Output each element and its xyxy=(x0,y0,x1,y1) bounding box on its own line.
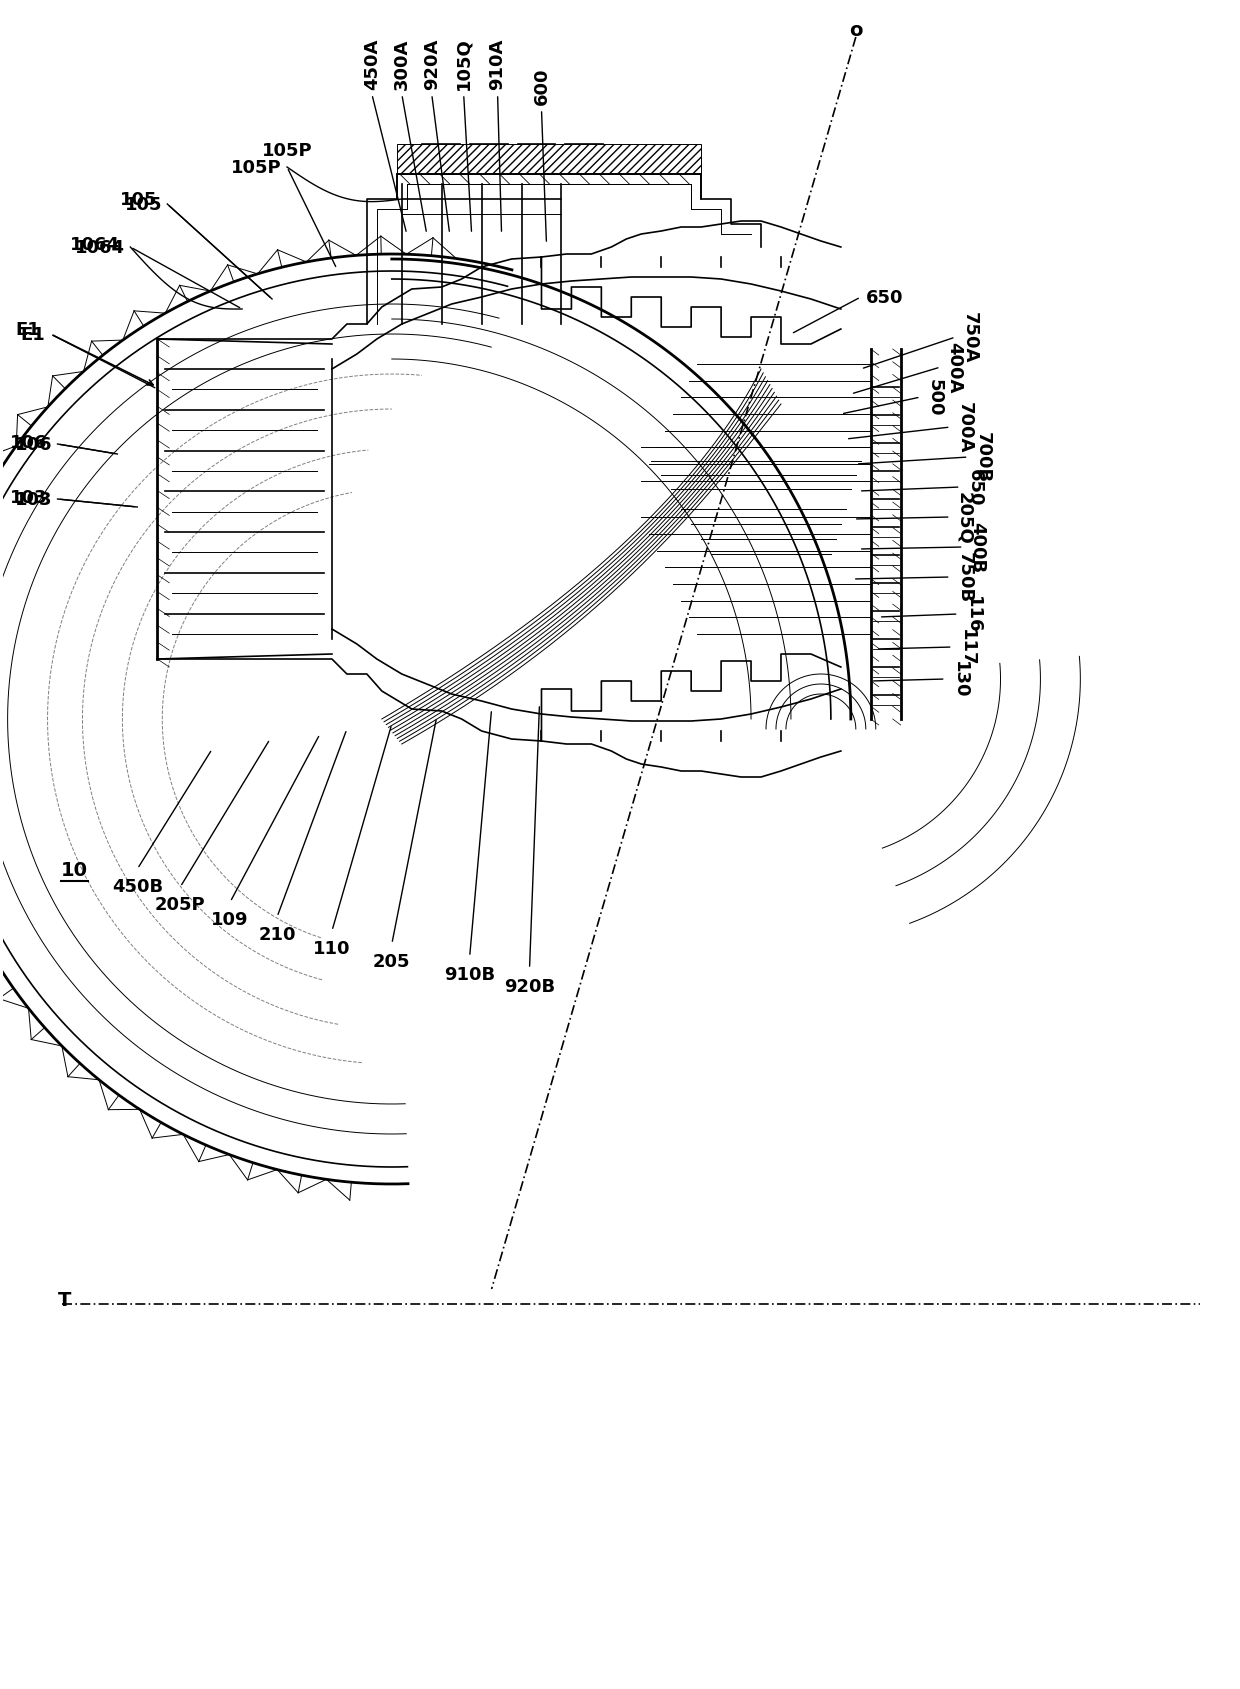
Text: 700A: 700A xyxy=(956,402,973,453)
Text: E1: E1 xyxy=(21,326,46,345)
Text: 105: 105 xyxy=(120,191,157,209)
Text: 600: 600 xyxy=(532,68,551,105)
Text: 105P: 105P xyxy=(262,142,312,160)
Bar xyxy=(565,145,604,176)
Text: 205P: 205P xyxy=(155,895,206,914)
Text: 910A: 910A xyxy=(489,39,507,90)
Text: 130: 130 xyxy=(951,660,968,698)
Text: 450B: 450B xyxy=(112,878,162,895)
Text: 105: 105 xyxy=(125,196,162,215)
Text: 400B: 400B xyxy=(968,522,987,573)
Text: 10: 10 xyxy=(61,860,88,878)
Text: 210: 210 xyxy=(258,926,296,944)
Text: 700B: 700B xyxy=(973,432,992,483)
Text: 106: 106 xyxy=(15,436,52,454)
Polygon shape xyxy=(397,145,701,176)
Text: o: o xyxy=(849,20,863,39)
Text: 109: 109 xyxy=(211,910,249,929)
Text: 750B: 750B xyxy=(956,552,973,603)
Text: 910B: 910B xyxy=(444,966,495,983)
Text: 400A: 400A xyxy=(946,343,963,394)
Text: 116: 116 xyxy=(963,596,982,633)
Text: 450A: 450A xyxy=(363,39,381,90)
Text: 300A: 300A xyxy=(393,39,410,90)
Text: 750A: 750A xyxy=(961,312,978,363)
Text: 920A: 920A xyxy=(423,39,440,90)
Text: 500: 500 xyxy=(926,378,944,417)
Text: 650: 650 xyxy=(966,470,983,507)
Text: 106: 106 xyxy=(10,434,47,451)
Text: 105P: 105P xyxy=(232,159,281,177)
Text: 105Q: 105Q xyxy=(455,37,472,90)
Text: 117: 117 xyxy=(957,628,976,667)
Text: 920B: 920B xyxy=(503,978,556,995)
Text: 650: 650 xyxy=(866,289,903,307)
Text: 103: 103 xyxy=(15,491,52,508)
Text: 1064: 1064 xyxy=(71,236,120,253)
Bar xyxy=(470,145,507,176)
Text: E1: E1 xyxy=(16,321,41,339)
Text: 103: 103 xyxy=(10,488,47,507)
Text: 110: 110 xyxy=(314,939,351,958)
Text: 1064: 1064 xyxy=(76,238,125,257)
Bar xyxy=(422,145,460,176)
Text: 205Q: 205Q xyxy=(956,491,973,544)
Text: 205: 205 xyxy=(373,953,410,971)
Text: T: T xyxy=(58,1290,71,1309)
Bar xyxy=(517,145,556,176)
